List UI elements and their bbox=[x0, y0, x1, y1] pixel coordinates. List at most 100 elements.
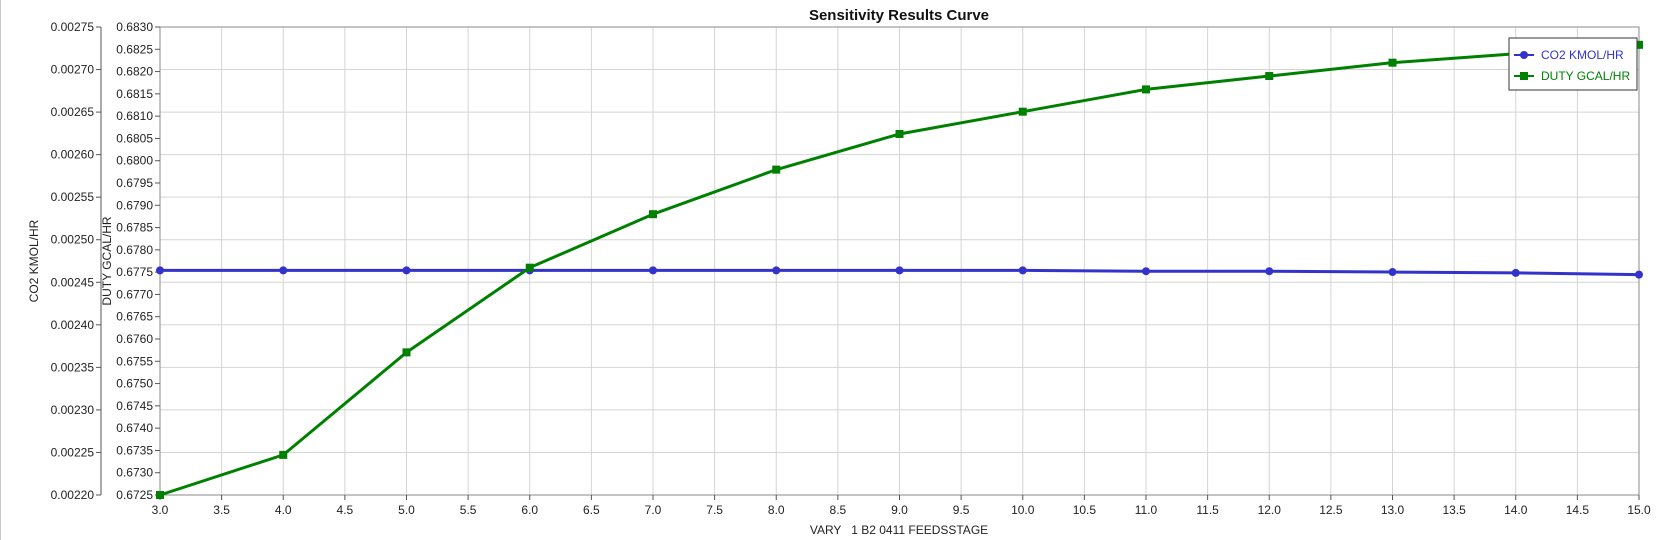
data-point-duty bbox=[1265, 72, 1274, 81]
co2-tick-label: 0.00255 bbox=[51, 190, 95, 204]
duty-tick-label: 0.6830 bbox=[116, 20, 153, 34]
data-point-duty bbox=[1635, 40, 1643, 49]
co2-tick-label: 0.00220 bbox=[51, 488, 95, 502]
duty-tick-label: 0.6785 bbox=[116, 221, 153, 235]
data-point-duty bbox=[1388, 58, 1397, 67]
x-tick-label: 5.0 bbox=[398, 503, 415, 517]
duty-tick-label: 0.6770 bbox=[116, 287, 153, 301]
x-tick-label: 9.5 bbox=[953, 503, 970, 517]
x-tick-label: 3.0 bbox=[152, 503, 169, 517]
data-point-co2 bbox=[402, 266, 411, 275]
co2-tick-label: 0.00265 bbox=[51, 105, 95, 119]
legend-duty-label: DUTY GCAL/HR bbox=[1541, 69, 1630, 83]
co2-tick-label: 0.00235 bbox=[51, 360, 95, 374]
duty-tick-label: 0.6820 bbox=[116, 65, 153, 79]
data-point-duty bbox=[895, 129, 904, 138]
duty-tick-label: 0.6825 bbox=[116, 42, 153, 56]
co2-tick-label: 0.00230 bbox=[51, 403, 95, 417]
duty-tick-label: 0.6750 bbox=[116, 377, 153, 391]
x-tick-label: 4.5 bbox=[337, 503, 354, 517]
x-tick-label: 11.5 bbox=[1196, 503, 1219, 517]
data-point-duty bbox=[525, 263, 534, 272]
data-point-duty bbox=[402, 348, 411, 357]
legend-duty-marker bbox=[1520, 72, 1528, 80]
duty-tick-label: 0.6780 bbox=[116, 243, 153, 257]
duty-tick-label: 0.6735 bbox=[116, 443, 153, 457]
co2-tick-label: 0.00225 bbox=[51, 445, 95, 459]
legend-box bbox=[1508, 37, 1638, 91]
duty-tick-label: 0.6730 bbox=[116, 466, 153, 480]
data-point-co2 bbox=[1142, 267, 1150, 276]
data-point-co2 bbox=[156, 266, 164, 275]
data-point-duty bbox=[1018, 107, 1027, 116]
data-point-duty bbox=[649, 210, 657, 219]
data-point-duty bbox=[279, 450, 288, 459]
duty-axis-label: DUTY GCAL/HR bbox=[100, 216, 114, 305]
legend: CO2 KMOL/HR DUTY GCAL/HR bbox=[1508, 37, 1638, 91]
data-point-co2 bbox=[895, 266, 904, 275]
x-tick-label: 12.0 bbox=[1258, 503, 1282, 517]
co2-tick-label: 0.00270 bbox=[51, 63, 95, 77]
x-tick-label: 12.5 bbox=[1319, 503, 1343, 517]
data-point-duty bbox=[772, 165, 781, 174]
x-tick-label: 9.0 bbox=[891, 503, 908, 517]
grid-lines bbox=[159, 26, 1640, 496]
duty-tick-label: 0.6760 bbox=[116, 332, 153, 346]
x-tick-label: 4.0 bbox=[275, 503, 292, 517]
duty-tick-label: 0.6755 bbox=[116, 354, 153, 368]
data-point-co2 bbox=[772, 266, 781, 275]
x-tick-label: 8.5 bbox=[830, 503, 847, 517]
x-axis: 3.0 3.5 4.0 4.5 5.0 5.5 6.0 6.5 7.0 7.5 8.0 8.5 9.0 9… bbox=[152, 495, 1651, 517]
data-point-co2 bbox=[1018, 266, 1027, 275]
duty-tick-label: 0.6740 bbox=[116, 421, 153, 435]
data-point-co2 bbox=[1511, 268, 1520, 277]
data-point-co2 bbox=[649, 266, 657, 275]
x-tick-label: 14.0 bbox=[1504, 503, 1528, 517]
duty-tick-label: 0.6795 bbox=[116, 176, 153, 190]
duty-tick-label: 0.6805 bbox=[116, 131, 153, 145]
data-point-duty bbox=[156, 491, 164, 499]
x-tick-label: 5.5 bbox=[460, 503, 477, 517]
co2-tick-label: 0.00260 bbox=[51, 148, 95, 162]
duty-y-axis: 0.6830 0.6825 0.6820 0.6815 0.6810 0.6805 0.68… bbox=[116, 20, 160, 502]
x-tick-label: 13.5 bbox=[1442, 503, 1466, 517]
x-tick-label: 8.0 bbox=[768, 503, 785, 517]
x-tick-label: 15.0 bbox=[1627, 503, 1651, 517]
duty-tick-label: 0.6745 bbox=[116, 399, 153, 413]
co2-tick-label: 0.00250 bbox=[51, 233, 95, 247]
data-point-co2 bbox=[1635, 270, 1643, 279]
x-tick-label: 14.5 bbox=[1566, 503, 1590, 517]
x-tick-label: 7.0 bbox=[645, 503, 662, 517]
duty-tick-label: 0.6815 bbox=[116, 87, 153, 101]
duty-tick-label: 0.6765 bbox=[116, 310, 153, 324]
x-tick-label: 10.0 bbox=[1011, 503, 1035, 517]
duty-tick-label: 0.6810 bbox=[116, 109, 153, 123]
chart-title: Sensitivity Results Curve bbox=[809, 7, 989, 24]
x-tick-label: 11.0 bbox=[1135, 503, 1158, 517]
data-point-co2 bbox=[1388, 268, 1397, 277]
duty-tick-label: 0.6775 bbox=[116, 265, 153, 279]
data-point-duty bbox=[1142, 85, 1150, 94]
x-tick-label: 13.0 bbox=[1381, 503, 1405, 517]
legend-co2-label: CO2 KMOL/HR bbox=[1541, 48, 1624, 62]
duty-tick-label: 0.6725 bbox=[116, 488, 153, 502]
co2-y-axis: 0.00275 0.00270 0.00265 0.00260 0.00255 0.002… bbox=[51, 20, 102, 502]
legend-co2-marker bbox=[1520, 51, 1528, 59]
data-point-co2 bbox=[279, 266, 288, 275]
x-axis-label: VARY 1 B2 0411 FEEDSSTAGE bbox=[810, 523, 988, 537]
x-tick-label: 6.5 bbox=[583, 503, 600, 517]
co2-tick-label: 0.00275 bbox=[51, 20, 95, 34]
duty-tick-label: 0.6800 bbox=[116, 154, 153, 168]
data-point-co2 bbox=[1265, 267, 1274, 276]
x-tick-label: 3.5 bbox=[213, 503, 230, 517]
series-layer bbox=[156, 40, 1643, 499]
co2-axis-label: CO2 KMOL/HR bbox=[27, 219, 41, 302]
x-tick-label: 7.5 bbox=[706, 503, 723, 517]
co2-tick-label: 0.00240 bbox=[51, 318, 95, 332]
x-tick-label: 10.5 bbox=[1073, 503, 1097, 517]
co2-tick-label: 0.00245 bbox=[51, 275, 95, 289]
duty-tick-label: 0.6790 bbox=[116, 198, 153, 212]
x-tick-label: 6.0 bbox=[521, 503, 538, 517]
